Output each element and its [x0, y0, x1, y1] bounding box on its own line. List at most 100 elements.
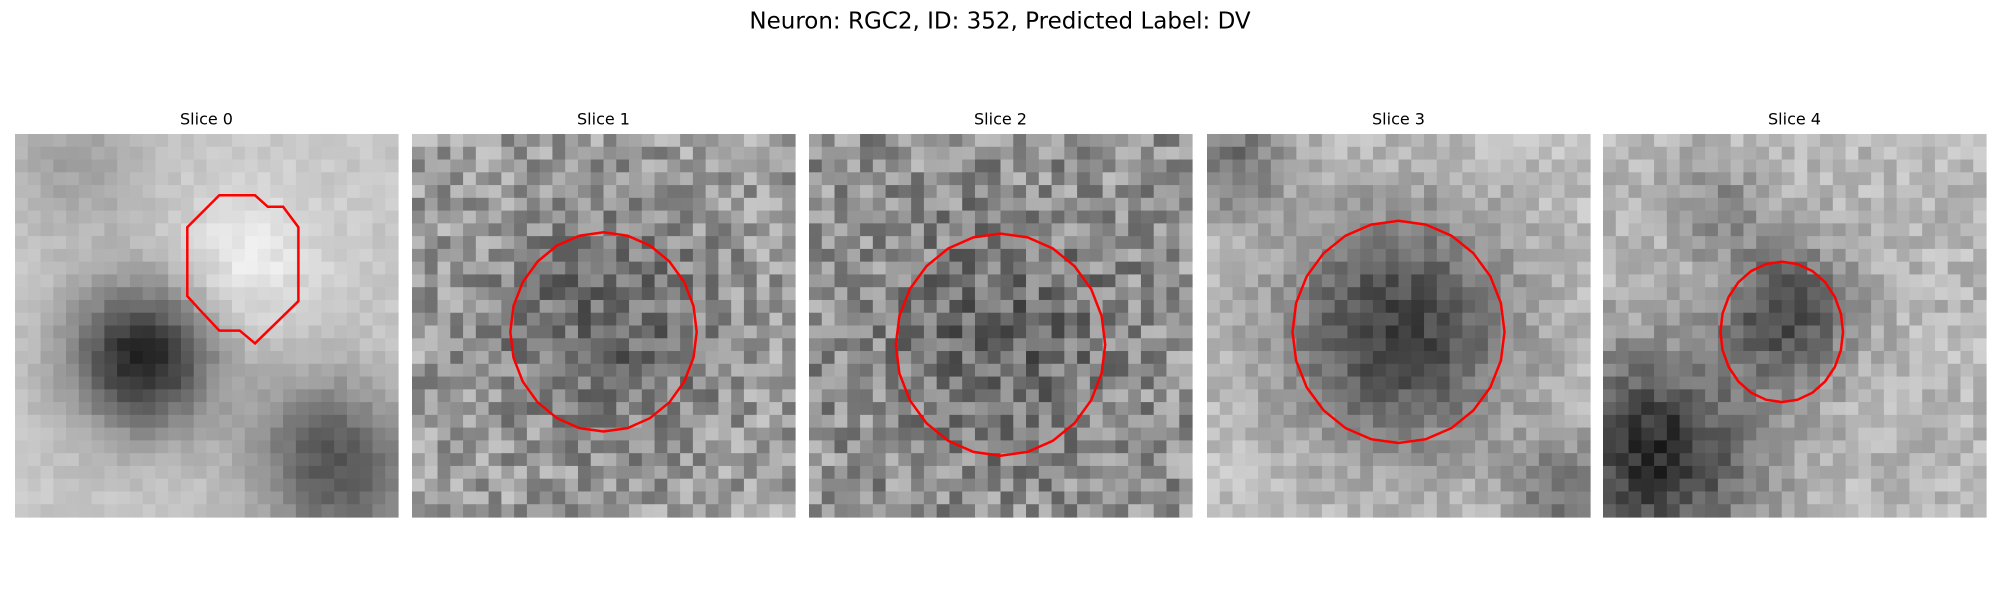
- pixel: [1013, 299, 1027, 314]
- pixel: [1153, 287, 1168, 301]
- pixel: [1947, 465, 1962, 480]
- pixel: [1922, 427, 1936, 441]
- pixel: [1947, 440, 1962, 454]
- pixel: [1398, 504, 1412, 518]
- pixel: [463, 185, 477, 199]
- pixel: [1026, 504, 1040, 518]
- pixel: [1436, 261, 1451, 276]
- pixel: [629, 223, 643, 237]
- pixel: [1615, 351, 1630, 365]
- pixel: [1270, 414, 1285, 429]
- pixel: [155, 427, 169, 441]
- pixel: [1270, 351, 1285, 365]
- pixel: [1296, 248, 1310, 263]
- pixel: [334, 274, 348, 288]
- pixel: [15, 236, 29, 250]
- pixel: [168, 299, 182, 314]
- pixel: [1551, 376, 1566, 390]
- slice-image: [1207, 134, 1591, 518]
- pixel: [936, 261, 951, 276]
- pixel: [1922, 325, 1936, 339]
- pixel: [1424, 172, 1438, 186]
- pixel: [501, 376, 515, 390]
- pixel: [142, 376, 157, 390]
- pixel: [1756, 376, 1770, 390]
- pixel: [117, 351, 131, 365]
- pixel: [180, 504, 195, 518]
- pixel: [1436, 185, 1451, 199]
- pixel: [1973, 491, 1987, 505]
- pixel: [1283, 402, 1297, 416]
- pixel: [463, 504, 477, 518]
- pixel: [1858, 287, 1872, 301]
- pixel: [334, 389, 348, 403]
- pixel: [1807, 312, 1821, 327]
- pixel: [359, 312, 374, 327]
- pixel: [91, 261, 105, 276]
- pixel: [1832, 491, 1847, 505]
- pixel: [1115, 197, 1129, 212]
- pixel: [129, 465, 144, 480]
- pixel: [1603, 287, 1617, 301]
- pixel: [565, 274, 579, 288]
- pixel: [1717, 223, 1732, 237]
- pixel: [962, 197, 976, 212]
- pixel: [1973, 223, 1987, 237]
- pixel: [1730, 414, 1745, 429]
- pixel: [1794, 338, 1808, 352]
- pixel: [1000, 134, 1014, 148]
- pixel: [1153, 172, 1168, 186]
- pixel: [1334, 210, 1349, 224]
- pixel: [629, 299, 643, 314]
- pixel: [1603, 274, 1617, 288]
- pixel: [1398, 261, 1412, 276]
- pixel: [1820, 312, 1834, 327]
- pixel: [962, 312, 976, 327]
- pixel: [40, 287, 54, 301]
- pixel: [1153, 402, 1168, 416]
- pixel: [1934, 261, 1949, 276]
- pixel: [206, 312, 220, 327]
- pixel: [232, 287, 246, 301]
- pixel: [1487, 146, 1502, 161]
- pixel: [168, 248, 182, 263]
- pixel: [424, 185, 439, 199]
- pixel: [1820, 172, 1834, 186]
- pixel: [232, 274, 246, 288]
- pixel: [40, 185, 54, 199]
- pixel: [129, 236, 144, 250]
- pixel: [257, 465, 271, 480]
- pixel: [654, 274, 668, 288]
- pixel: [718, 287, 732, 301]
- pixel: [1360, 134, 1374, 148]
- pixel: [346, 389, 361, 403]
- pixel: [488, 453, 502, 467]
- pixel: [718, 427, 732, 441]
- pixel: [1245, 287, 1259, 301]
- pixel: [731, 299, 745, 314]
- pixel: [1577, 363, 1591, 378]
- pixel: [514, 491, 528, 505]
- pixel: [1947, 338, 1962, 352]
- pixel: [1717, 274, 1732, 288]
- pixel: [911, 312, 925, 327]
- pixel: [1666, 172, 1681, 186]
- pixel: [769, 453, 783, 467]
- pixel: [680, 440, 694, 454]
- pixel: [616, 248, 630, 263]
- pixel: [501, 491, 515, 505]
- pixel: [1603, 223, 1617, 237]
- pixel: [1832, 389, 1847, 403]
- pixel: [283, 299, 297, 314]
- pixel: [1372, 146, 1387, 161]
- pixel: [1436, 351, 1451, 365]
- pixel: [1013, 146, 1027, 161]
- pixel: [372, 325, 386, 339]
- pixel: [1781, 478, 1796, 493]
- pixel: [129, 376, 144, 390]
- pixel: [142, 159, 157, 173]
- pixel: [974, 440, 989, 454]
- pixel: [129, 325, 144, 339]
- pixel: [1526, 363, 1540, 378]
- pixel: [1296, 325, 1310, 339]
